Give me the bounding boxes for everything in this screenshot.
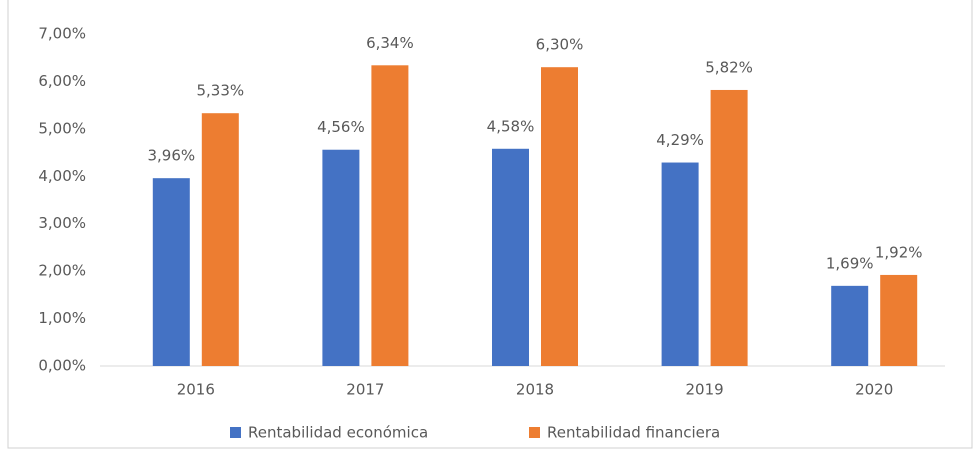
value-label: 3,96% [147,147,195,165]
bar [201,113,239,366]
bar [880,274,918,366]
value-label: 4,29% [656,131,704,149]
value-label: 6,30% [536,36,584,54]
y-tick-label: 5,00% [38,119,86,137]
value-label: 1,69% [826,254,874,272]
chart-border [7,0,973,449]
bar [322,149,360,366]
x-tick-label: 2019 [686,381,724,399]
x-tick-label: 2018 [516,381,554,399]
x-tick-label: 2016 [177,381,215,399]
value-label: 4,58% [487,117,535,135]
y-tick-label: 6,00% [38,72,86,90]
bar [710,89,748,367]
legend-label: Rentabilidad económica [248,424,428,442]
x-tick-label: 2017 [346,381,384,399]
value-label: 5,82% [705,58,753,76]
value-label: 6,34% [366,34,414,52]
y-tick-label: 1,00% [38,309,86,327]
y-tick-label: 3,00% [38,214,86,232]
value-label: 1,92% [875,243,923,261]
bar [492,148,529,366]
y-tick-label: 2,00% [38,262,86,280]
y-tick-label: 4,00% [38,167,86,185]
bar [831,285,869,366]
bar [541,67,578,366]
x-tick-label: 2020 [855,381,893,399]
y-tick-label: 7,00% [38,25,86,43]
bar [661,162,699,366]
value-label: 5,33% [196,82,244,100]
bar [152,178,190,366]
bar [371,65,409,366]
legend-swatch [529,427,540,438]
y-tick-label: 0,00% [38,357,86,375]
legend-label: Rentabilidad financiera [547,424,720,442]
value-label: 4,56% [317,118,365,136]
legend-swatch [230,427,241,438]
